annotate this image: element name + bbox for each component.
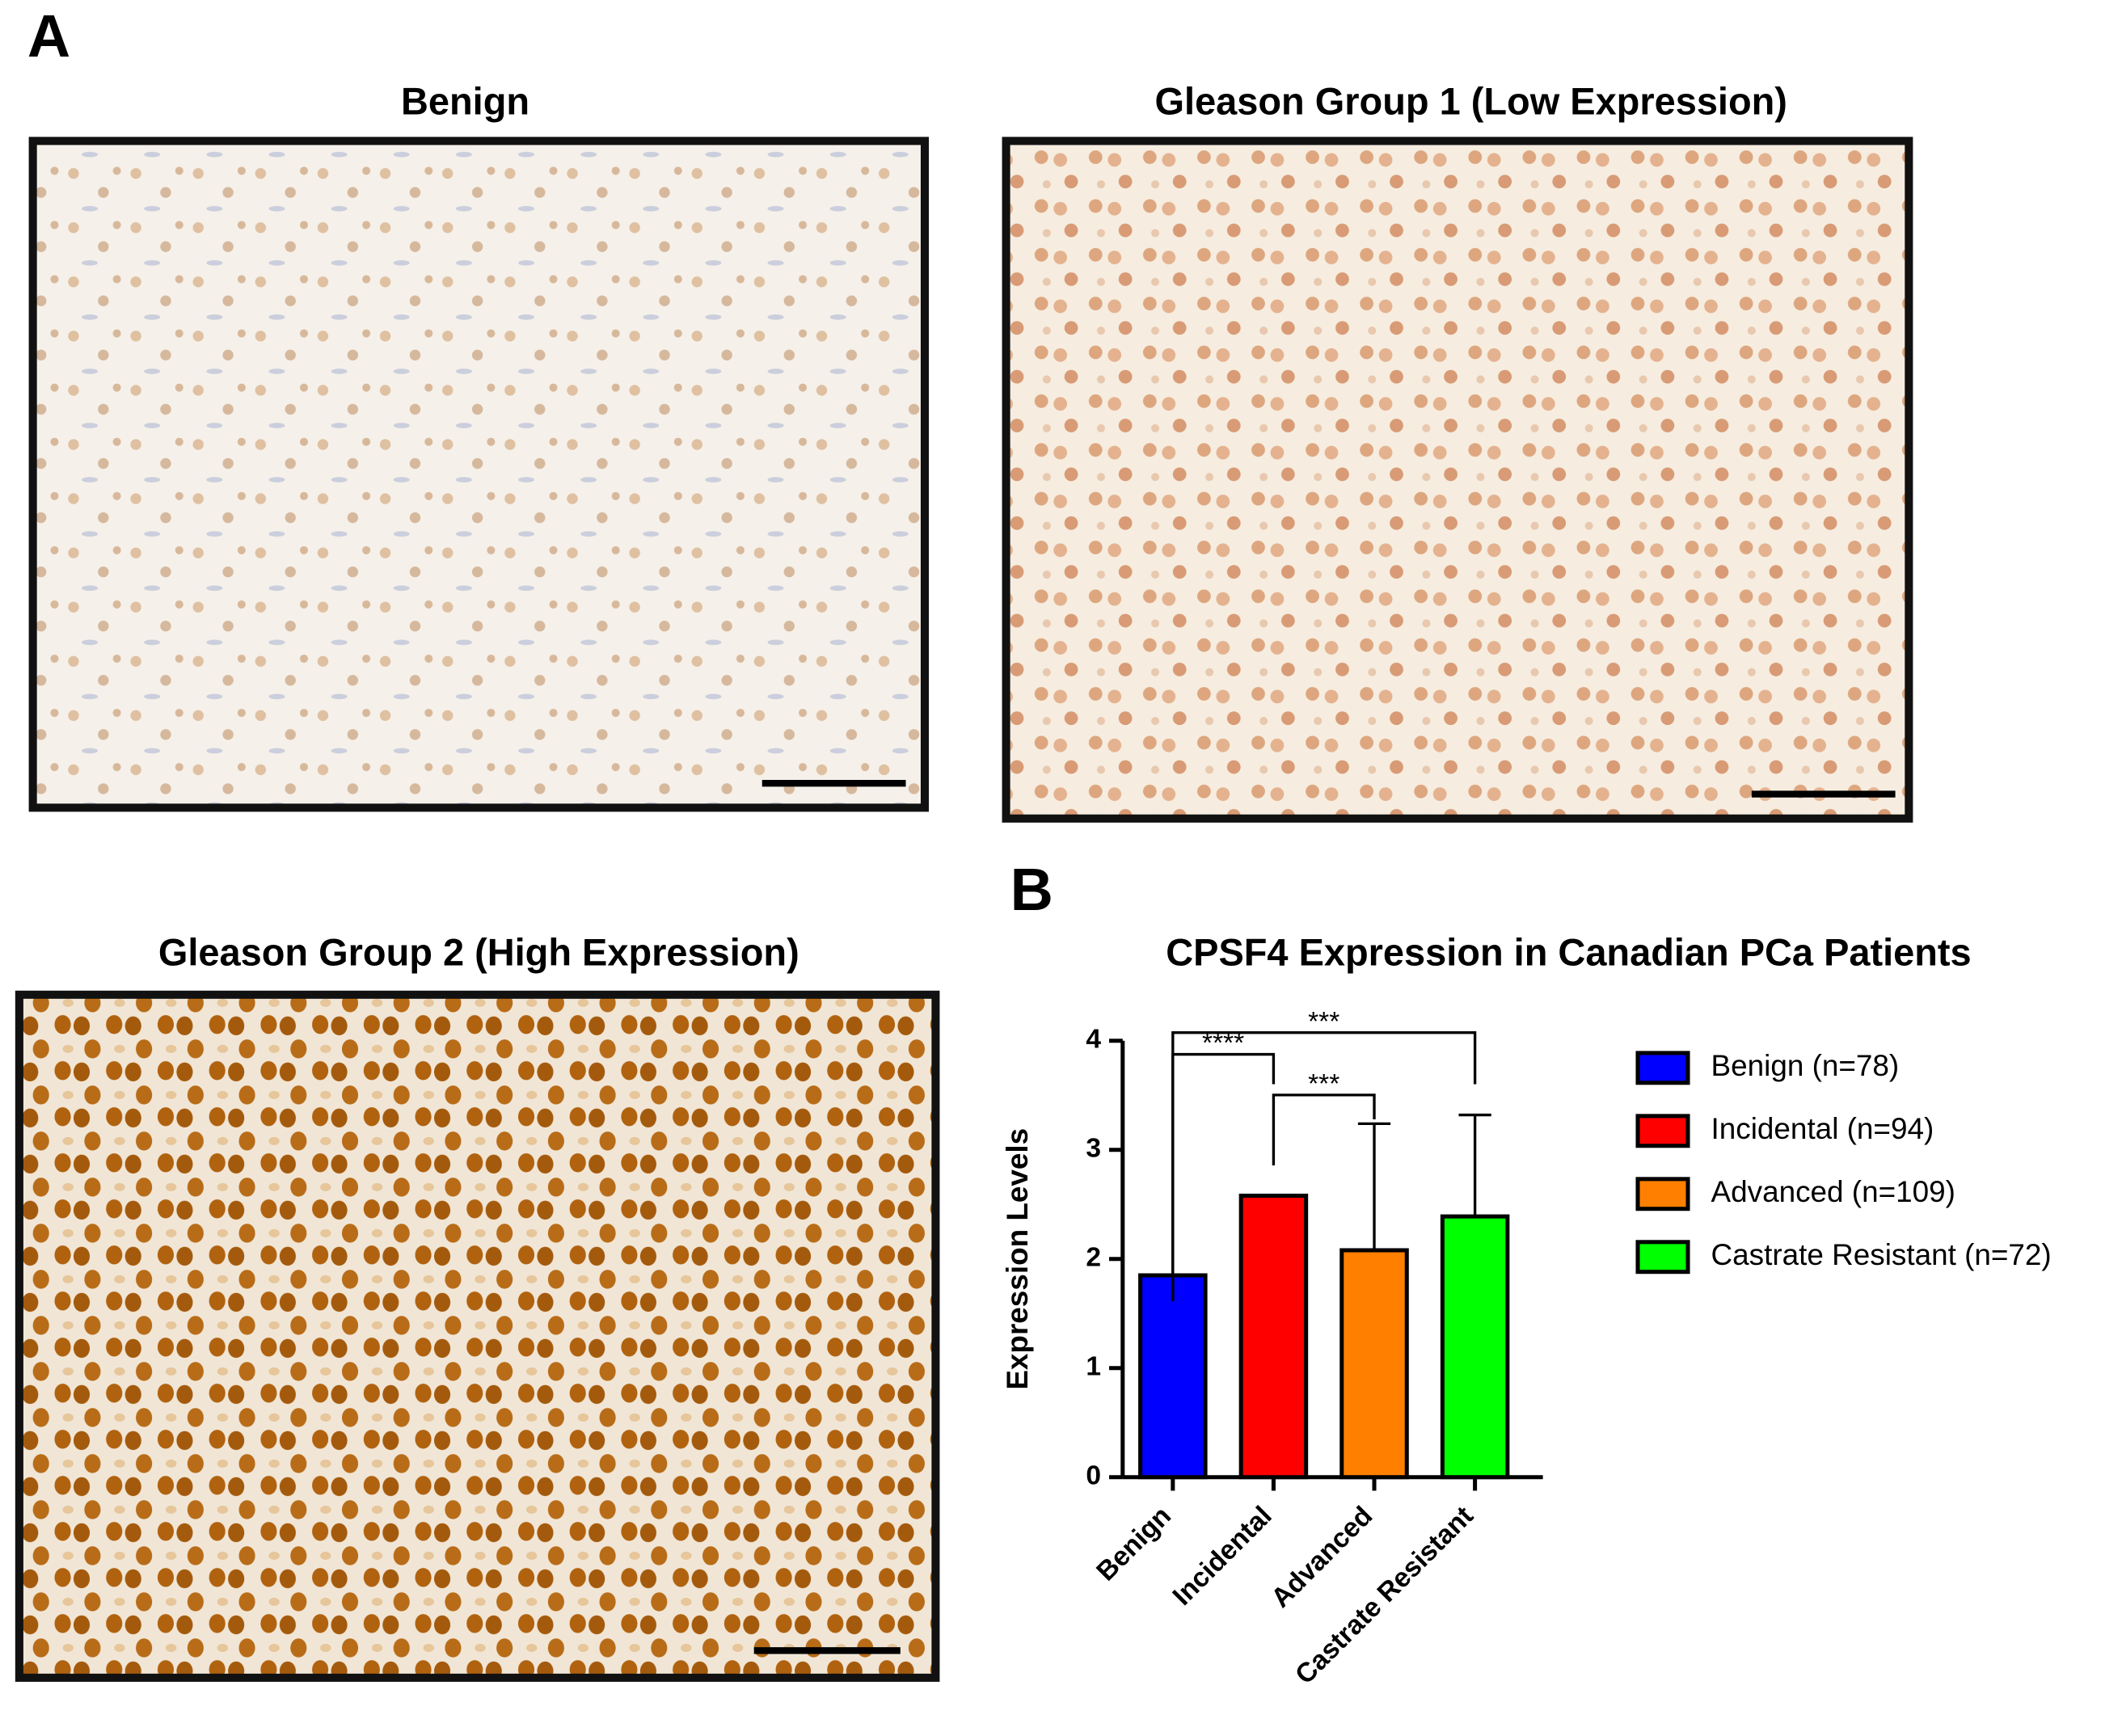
chart-title: CPSF4 Expression in Canadian PCa Patient… — [1166, 931, 1971, 974]
micrograph — [28, 137, 930, 812]
y-tick-label: 2 — [1086, 1243, 1101, 1273]
panel-label: A — [27, 2, 70, 70]
micrograph — [15, 990, 940, 1682]
x-tick-label: Incidental — [1167, 1501, 1278, 1612]
legend-swatch — [1635, 1051, 1690, 1085]
y-tick-label: 4 — [1086, 1025, 1101, 1055]
legend-label: Castrate Resistant (n=72) — [1711, 1238, 2052, 1271]
legend-label: Incidental (n=94) — [1711, 1112, 1934, 1145]
image-title: Gleason Group 1 (Low Expression) — [1155, 80, 1787, 123]
legend-label: Benign (n=78) — [1711, 1049, 1900, 1082]
image-title: Benign — [401, 80, 529, 123]
y-tick-label: 0 — [1086, 1461, 1101, 1491]
x-tick-label: Benign — [1091, 1501, 1177, 1586]
legend-swatch — [1635, 1177, 1690, 1211]
significance-label: *** — [1308, 1069, 1339, 1099]
significance-label: *** — [1308, 1007, 1339, 1037]
x-tick-label: Castrate Resistant — [1290, 1501, 1479, 1690]
error-bar — [1458, 1113, 1491, 1217]
micrograph — [1002, 137, 1913, 823]
legend-swatch — [1635, 1240, 1690, 1275]
bar — [1339, 1248, 1409, 1480]
image-title: Gleason Group 2 (High Expression) — [158, 931, 799, 974]
error-bar — [1357, 1122, 1391, 1250]
significance-bracket — [1171, 1031, 1477, 1301]
bar — [1440, 1214, 1510, 1480]
y-tick-label: 1 — [1086, 1352, 1101, 1382]
y-axis-label: Expression Levels — [1001, 1128, 1034, 1390]
bar — [1138, 1273, 1208, 1480]
panel-label: B — [1010, 856, 1053, 923]
legend-swatch — [1635, 1114, 1690, 1148]
bar — [1238, 1193, 1309, 1480]
y-tick-label: 3 — [1086, 1134, 1101, 1164]
legend-label: Advanced (n=109) — [1711, 1175, 1955, 1208]
significance-bracket — [1272, 1093, 1376, 1166]
